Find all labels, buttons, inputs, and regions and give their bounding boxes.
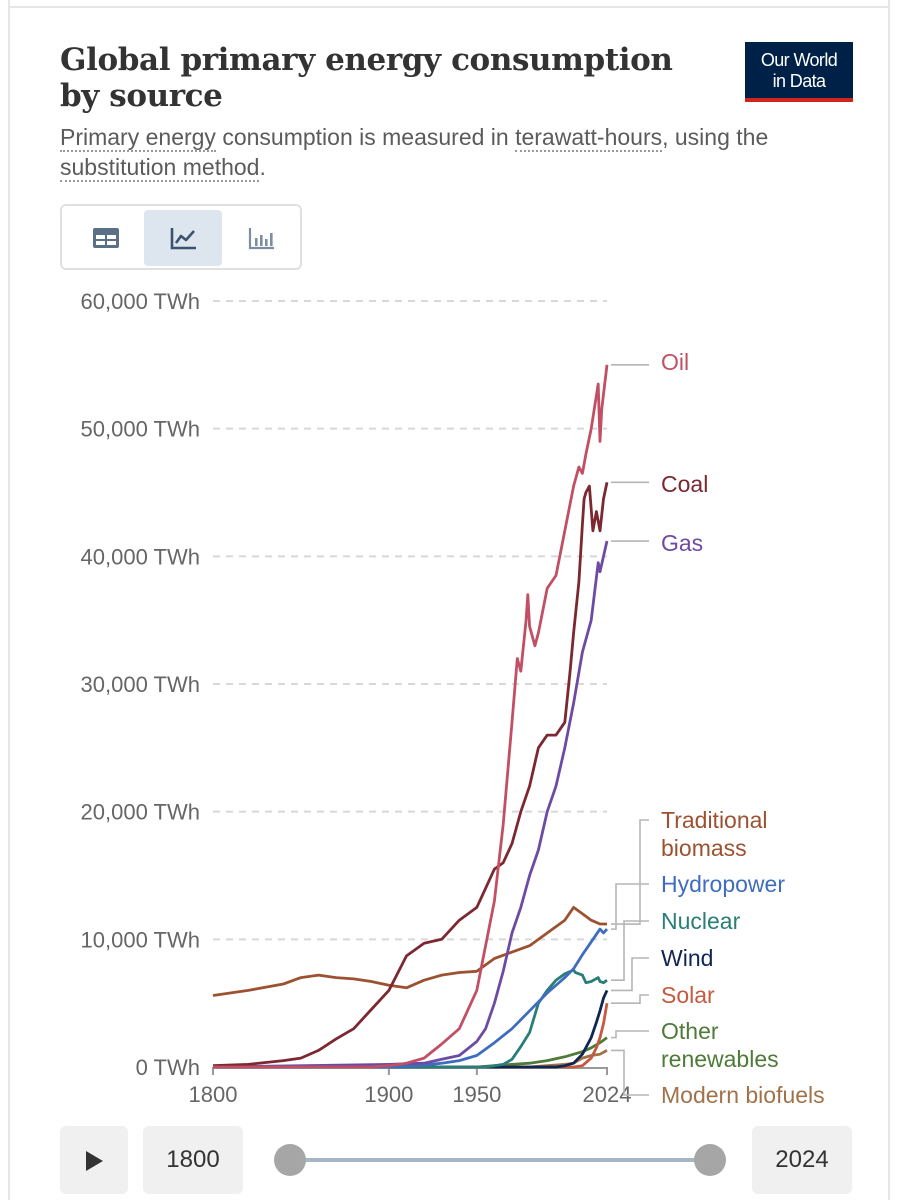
label-connector: [611, 957, 649, 992]
owid-logo[interactable]: Our World in Data: [745, 42, 853, 102]
table-view-button[interactable]: [66, 210, 144, 266]
y-tick-label: 40,000 TWh: [81, 544, 200, 569]
series-line-wind: [213, 989, 609, 1069]
timeline-track[interactable]: [290, 1158, 710, 1162]
subtitle-text: , using the: [662, 124, 769, 150]
line-chart-icon: [170, 228, 196, 250]
series-label-wind: Wind: [661, 945, 713, 971]
series-label-coal: Coal: [661, 471, 708, 497]
label-connector: [611, 1030, 649, 1039]
terawatt-hours-link[interactable]: terawatt-hours: [515, 124, 663, 152]
series-line-oil: [213, 364, 609, 1069]
timeline-end-handle[interactable]: [694, 1144, 726, 1176]
series-label-other-renewables: Other: [661, 1018, 719, 1044]
card-border: [888, 0, 890, 1200]
play-icon: [86, 1151, 103, 1171]
label-connector: [611, 883, 649, 930]
timeline-controls: 1800 2024: [0, 1120, 914, 1200]
substitution-method-link[interactable]: substitution method: [60, 154, 260, 182]
series-label-other-renewables: renewables: [661, 1046, 779, 1072]
logo-line: Our World: [760, 50, 838, 70]
y-tick-label: 0 TWh: [136, 1055, 200, 1080]
y-tick-label: 10,000 TWh: [81, 927, 200, 952]
series-label-traditional-biomass: Traditional: [661, 807, 768, 833]
view-switch: [60, 204, 302, 270]
chart-title: Global primary energy consumption by sou…: [60, 42, 673, 114]
timeline-start-handle[interactable]: [274, 1144, 306, 1176]
bar-chart-icon: [248, 228, 274, 250]
primary-energy-link[interactable]: Primary energy: [60, 124, 216, 152]
card-border: [8, 6, 890, 8]
series-label-modern-biofuels: Modern biofuels: [661, 1082, 825, 1108]
y-tick-label: 20,000 TWh: [81, 800, 200, 825]
logo-accent-bar: [745, 98, 853, 102]
series-line-traditional-biomass: [212, 906, 607, 997]
y-tick-label: 60,000 TWh: [81, 289, 200, 314]
series-line-coal: [212, 482, 609, 1068]
line-chart-view-button[interactable]: [144, 210, 222, 266]
play-button[interactable]: [60, 1126, 128, 1194]
end-year-display[interactable]: 2024: [752, 1126, 852, 1194]
logo-line: in Data: [772, 71, 826, 91]
series-line-nuclear: [213, 968, 608, 1069]
label-connector: [611, 920, 649, 981]
x-tick-label: 1900: [364, 1082, 413, 1107]
card-border: [8, 0, 10, 1200]
x-tick-label: 1800: [189, 1082, 238, 1107]
series-label-solar: Solar: [661, 982, 715, 1008]
series-label-nuclear: Nuclear: [661, 908, 741, 934]
y-tick-label: 50,000 TWh: [81, 417, 200, 442]
y-tick-label: 30,000 TWh: [81, 672, 200, 697]
series-label-traditional-biomass: biomass: [661, 835, 747, 861]
series-label-gas: Gas: [661, 530, 703, 556]
table-icon: [93, 228, 119, 248]
bar-chart-view-button[interactable]: [222, 210, 300, 266]
x-tick-label: 1950: [452, 1082, 501, 1107]
series-label-oil: Oil: [661, 349, 689, 375]
label-connector: [611, 1049, 649, 1096]
chart-subtitle: Primary energy consumption is measured i…: [60, 122, 860, 182]
label-connector: [611, 819, 649, 925]
series-line-gas: [212, 540, 609, 1069]
series-line-solar: [213, 1002, 609, 1069]
subtitle-text: consumption is measured in: [215, 124, 516, 150]
start-year-display[interactable]: 1800: [143, 1126, 243, 1194]
series-line-hydropower: [213, 927, 609, 1069]
label-connector: [611, 994, 649, 1004]
subtitle-text: .: [259, 154, 266, 180]
series-label-hydropower: Hydropower: [661, 871, 785, 897]
